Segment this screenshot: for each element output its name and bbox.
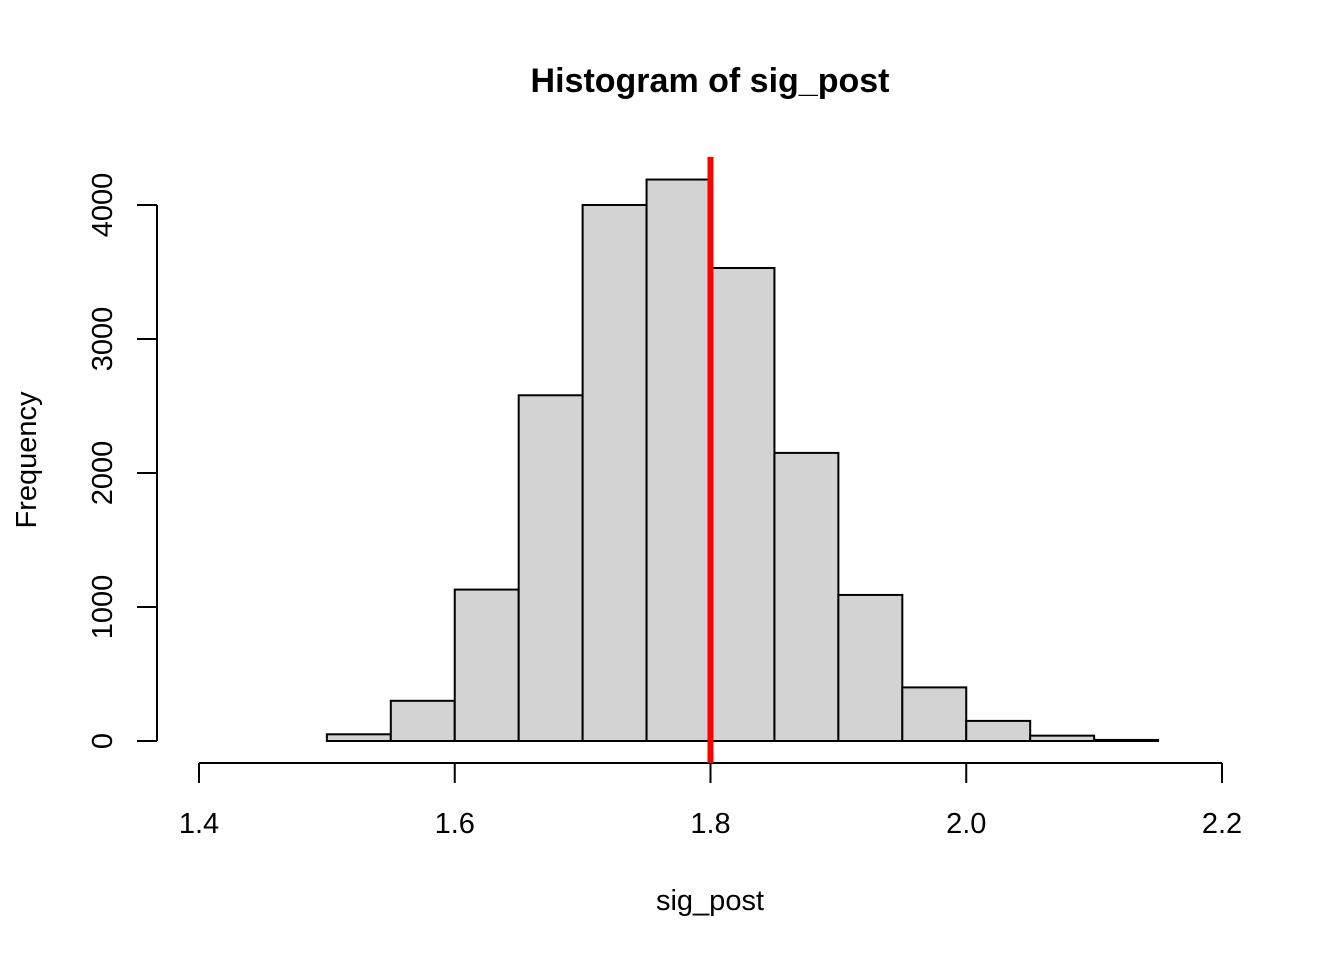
histogram-bar [965, 719, 1032, 743]
histogram-bar [837, 593, 904, 742]
x-tick-label: 1.4 [179, 808, 219, 840]
chart-title: Histogram of sig_post [531, 62, 890, 100]
histogram-bar [645, 178, 712, 743]
y-tick-label: 2000 [87, 441, 119, 506]
x-tick-label: 2.2 [1202, 808, 1242, 840]
histogram-bar [517, 394, 584, 742]
x-axis: 1.4 1.6 1.8 2.0 2.2 [179, 762, 1242, 840]
x-axis-label: sig_post [656, 885, 764, 917]
histogram-bar [1093, 738, 1160, 742]
y-tick-label: 4000 [87, 173, 119, 238]
histogram-bar [453, 588, 520, 743]
y-tick-label: 3000 [87, 307, 119, 372]
x-tick-label: 1.6 [435, 808, 475, 840]
histogram-bar [1029, 734, 1096, 743]
y-axis: 0 1000 2000 3000 4000 [87, 173, 158, 749]
bars-group [325, 178, 1160, 743]
histogram-bar [901, 686, 968, 743]
y-axis-label: Frequency [11, 391, 43, 529]
histogram-bar [581, 204, 648, 742]
histogram-bar [773, 451, 840, 742]
x-tick-label: 2.0 [946, 808, 986, 840]
x-tick-label: 1.8 [690, 808, 730, 840]
y-tick-label: 0 [87, 733, 119, 749]
histogram-bar [325, 733, 392, 742]
histogram-bar [389, 699, 456, 742]
histogram-bar [709, 266, 776, 742]
y-tick-label: 1000 [87, 575, 119, 640]
